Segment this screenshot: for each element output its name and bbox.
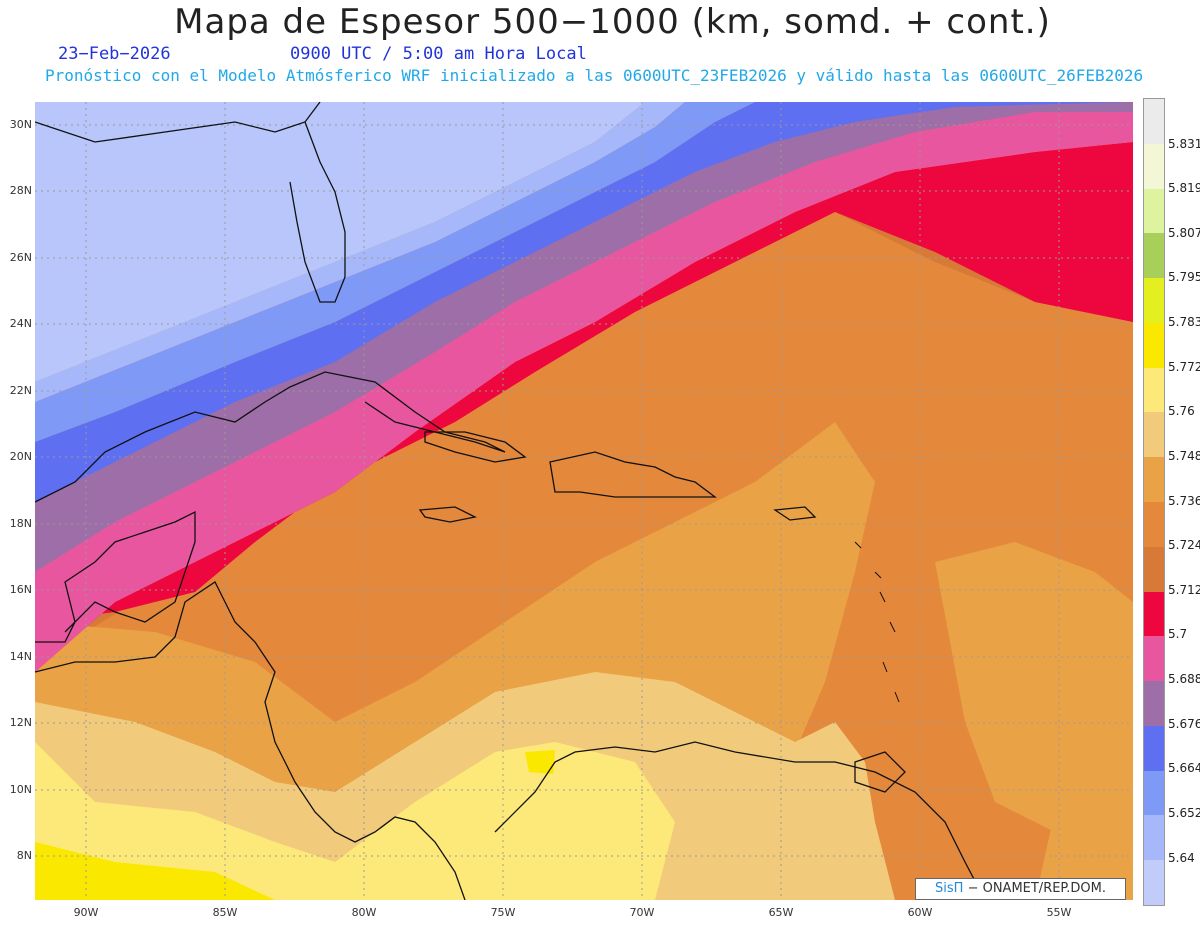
- lat-label: 30N: [9, 118, 32, 131]
- lon-label: 85W: [212, 906, 238, 919]
- credit-text: − ONAMET/REP.DOM.: [967, 881, 1106, 896]
- lat-label: 20N: [9, 450, 32, 463]
- lat-label: 18N: [9, 517, 32, 530]
- colorbar-label: 5.688: [1168, 672, 1200, 686]
- lat-label: 14N: [9, 650, 32, 663]
- credit-box: SisΠ − ONAMET/REP.DOM.: [915, 878, 1126, 900]
- colorbar-label: 5.676: [1168, 717, 1200, 731]
- map-title: Mapa de Espesor 500−1000 (km, somd. + co…: [174, 2, 1051, 42]
- lat-label: 26N: [9, 251, 32, 264]
- colorbar-segment: [1144, 278, 1164, 324]
- colorbar-label: 5.64: [1168, 851, 1195, 865]
- forecast-time: 0900 UTC / 5:00 am Hora Local: [290, 44, 587, 64]
- lon-label: 75W: [490, 906, 516, 919]
- colorbar-label: 5.772: [1168, 360, 1200, 374]
- colorbar-segment: [1144, 725, 1164, 772]
- colorbar-label: 5.724: [1168, 538, 1200, 552]
- colorbar-segment: [1144, 322, 1164, 369]
- colorbar: [1143, 98, 1165, 906]
- thickness-map: [35, 102, 1133, 900]
- colorbar-segment: [1144, 681, 1164, 727]
- colorbar-label: 5.664: [1168, 761, 1200, 775]
- colorbar-label: 5.652: [1168, 806, 1200, 820]
- lon-label: 90W: [73, 906, 99, 919]
- map-fill: [35, 102, 1133, 900]
- colorbar-segment: [1144, 636, 1164, 682]
- colorbar-segment: [1144, 502, 1164, 548]
- colorbar-label: 5.76: [1168, 404, 1195, 418]
- colorbar-segment: [1144, 188, 1164, 234]
- lat-label: 16N: [9, 583, 32, 596]
- colorbar-label: 5.783: [1168, 315, 1200, 329]
- colorbar-segment: [1144, 367, 1164, 413]
- lat-label: 22N: [9, 384, 32, 397]
- lat-label: 10N: [9, 783, 32, 796]
- colorbar-segment: [1144, 546, 1164, 593]
- colorbar-label: 5.748: [1168, 449, 1200, 463]
- colorbar-segment: [1144, 815, 1164, 861]
- colorbar-label: 5.819: [1168, 181, 1200, 195]
- lon-label: 70W: [629, 906, 655, 919]
- colorbar-label: 5.736: [1168, 494, 1200, 508]
- lon-label: 80W: [351, 906, 377, 919]
- lat-label: 28N: [9, 184, 32, 197]
- credit-brand: SisΠ: [935, 881, 964, 896]
- colorbar-label: 5.7: [1168, 627, 1188, 641]
- colorbar-segment: [1144, 457, 1164, 503]
- colorbar-segment: [1144, 233, 1164, 279]
- lon-label: 65W: [768, 906, 794, 919]
- lon-label: 55W: [1046, 906, 1072, 919]
- colorbar-label: 5.831: [1168, 137, 1200, 151]
- lat-label: 12N: [9, 716, 32, 729]
- colorbar-segment: [1144, 412, 1164, 458]
- colorbar-segment: [1144, 143, 1164, 190]
- forecast-subtitle: Pronóstico con el Modelo Atmósferico WRF…: [45, 66, 1144, 85]
- colorbar-label: 5.795: [1168, 270, 1200, 284]
- colorbar-label: 5.712: [1168, 583, 1200, 597]
- colorbar-label: 5.807: [1168, 226, 1200, 240]
- colorbar-segment: [1144, 860, 1164, 906]
- colorbar-segment: [1144, 591, 1164, 637]
- lat-label: 8N: [16, 849, 32, 862]
- colorbar-segment: [1144, 99, 1164, 145]
- colorbar-segment: [1144, 770, 1164, 816]
- lon-label: 60W: [907, 906, 933, 919]
- lat-label: 24N: [9, 317, 32, 330]
- forecast-date: 23−Feb−2026: [58, 44, 171, 64]
